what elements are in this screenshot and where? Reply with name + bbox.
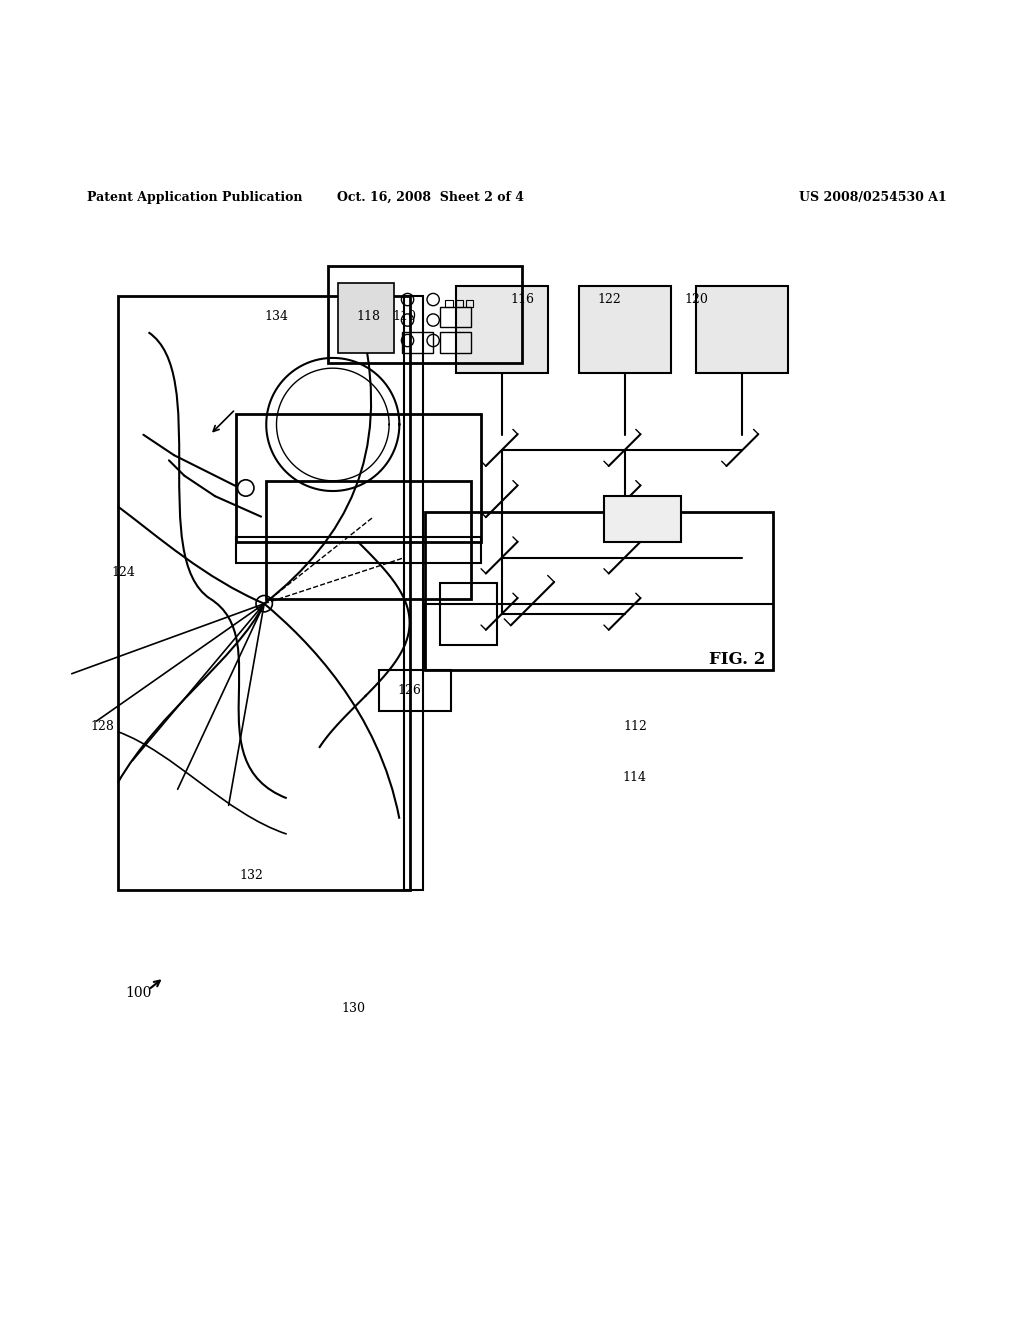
Text: 118: 118 <box>356 310 381 323</box>
Text: 134: 134 <box>264 310 289 323</box>
FancyBboxPatch shape <box>579 286 671 374</box>
Text: 120: 120 <box>684 293 709 306</box>
FancyBboxPatch shape <box>696 286 788 374</box>
Text: Patent Application Publication: Patent Application Publication <box>87 191 302 205</box>
Text: 130: 130 <box>341 1002 366 1015</box>
FancyBboxPatch shape <box>604 496 681 543</box>
Text: 114: 114 <box>623 771 647 784</box>
Text: 112: 112 <box>623 721 647 733</box>
FancyBboxPatch shape <box>338 284 394 352</box>
Text: 100: 100 <box>125 986 152 999</box>
Text: 110: 110 <box>392 310 417 323</box>
Text: 122: 122 <box>597 293 622 306</box>
Text: 126: 126 <box>397 684 422 697</box>
Text: US 2008/0254530 A1: US 2008/0254530 A1 <box>799 191 946 205</box>
Text: Oct. 16, 2008  Sheet 2 of 4: Oct. 16, 2008 Sheet 2 of 4 <box>337 191 523 205</box>
Text: 132: 132 <box>239 869 263 882</box>
Text: FIG. 2: FIG. 2 <box>709 652 766 668</box>
Text: 116: 116 <box>510 293 535 306</box>
Text: 128: 128 <box>90 721 115 733</box>
FancyBboxPatch shape <box>456 286 548 374</box>
Text: 124: 124 <box>111 566 135 579</box>
